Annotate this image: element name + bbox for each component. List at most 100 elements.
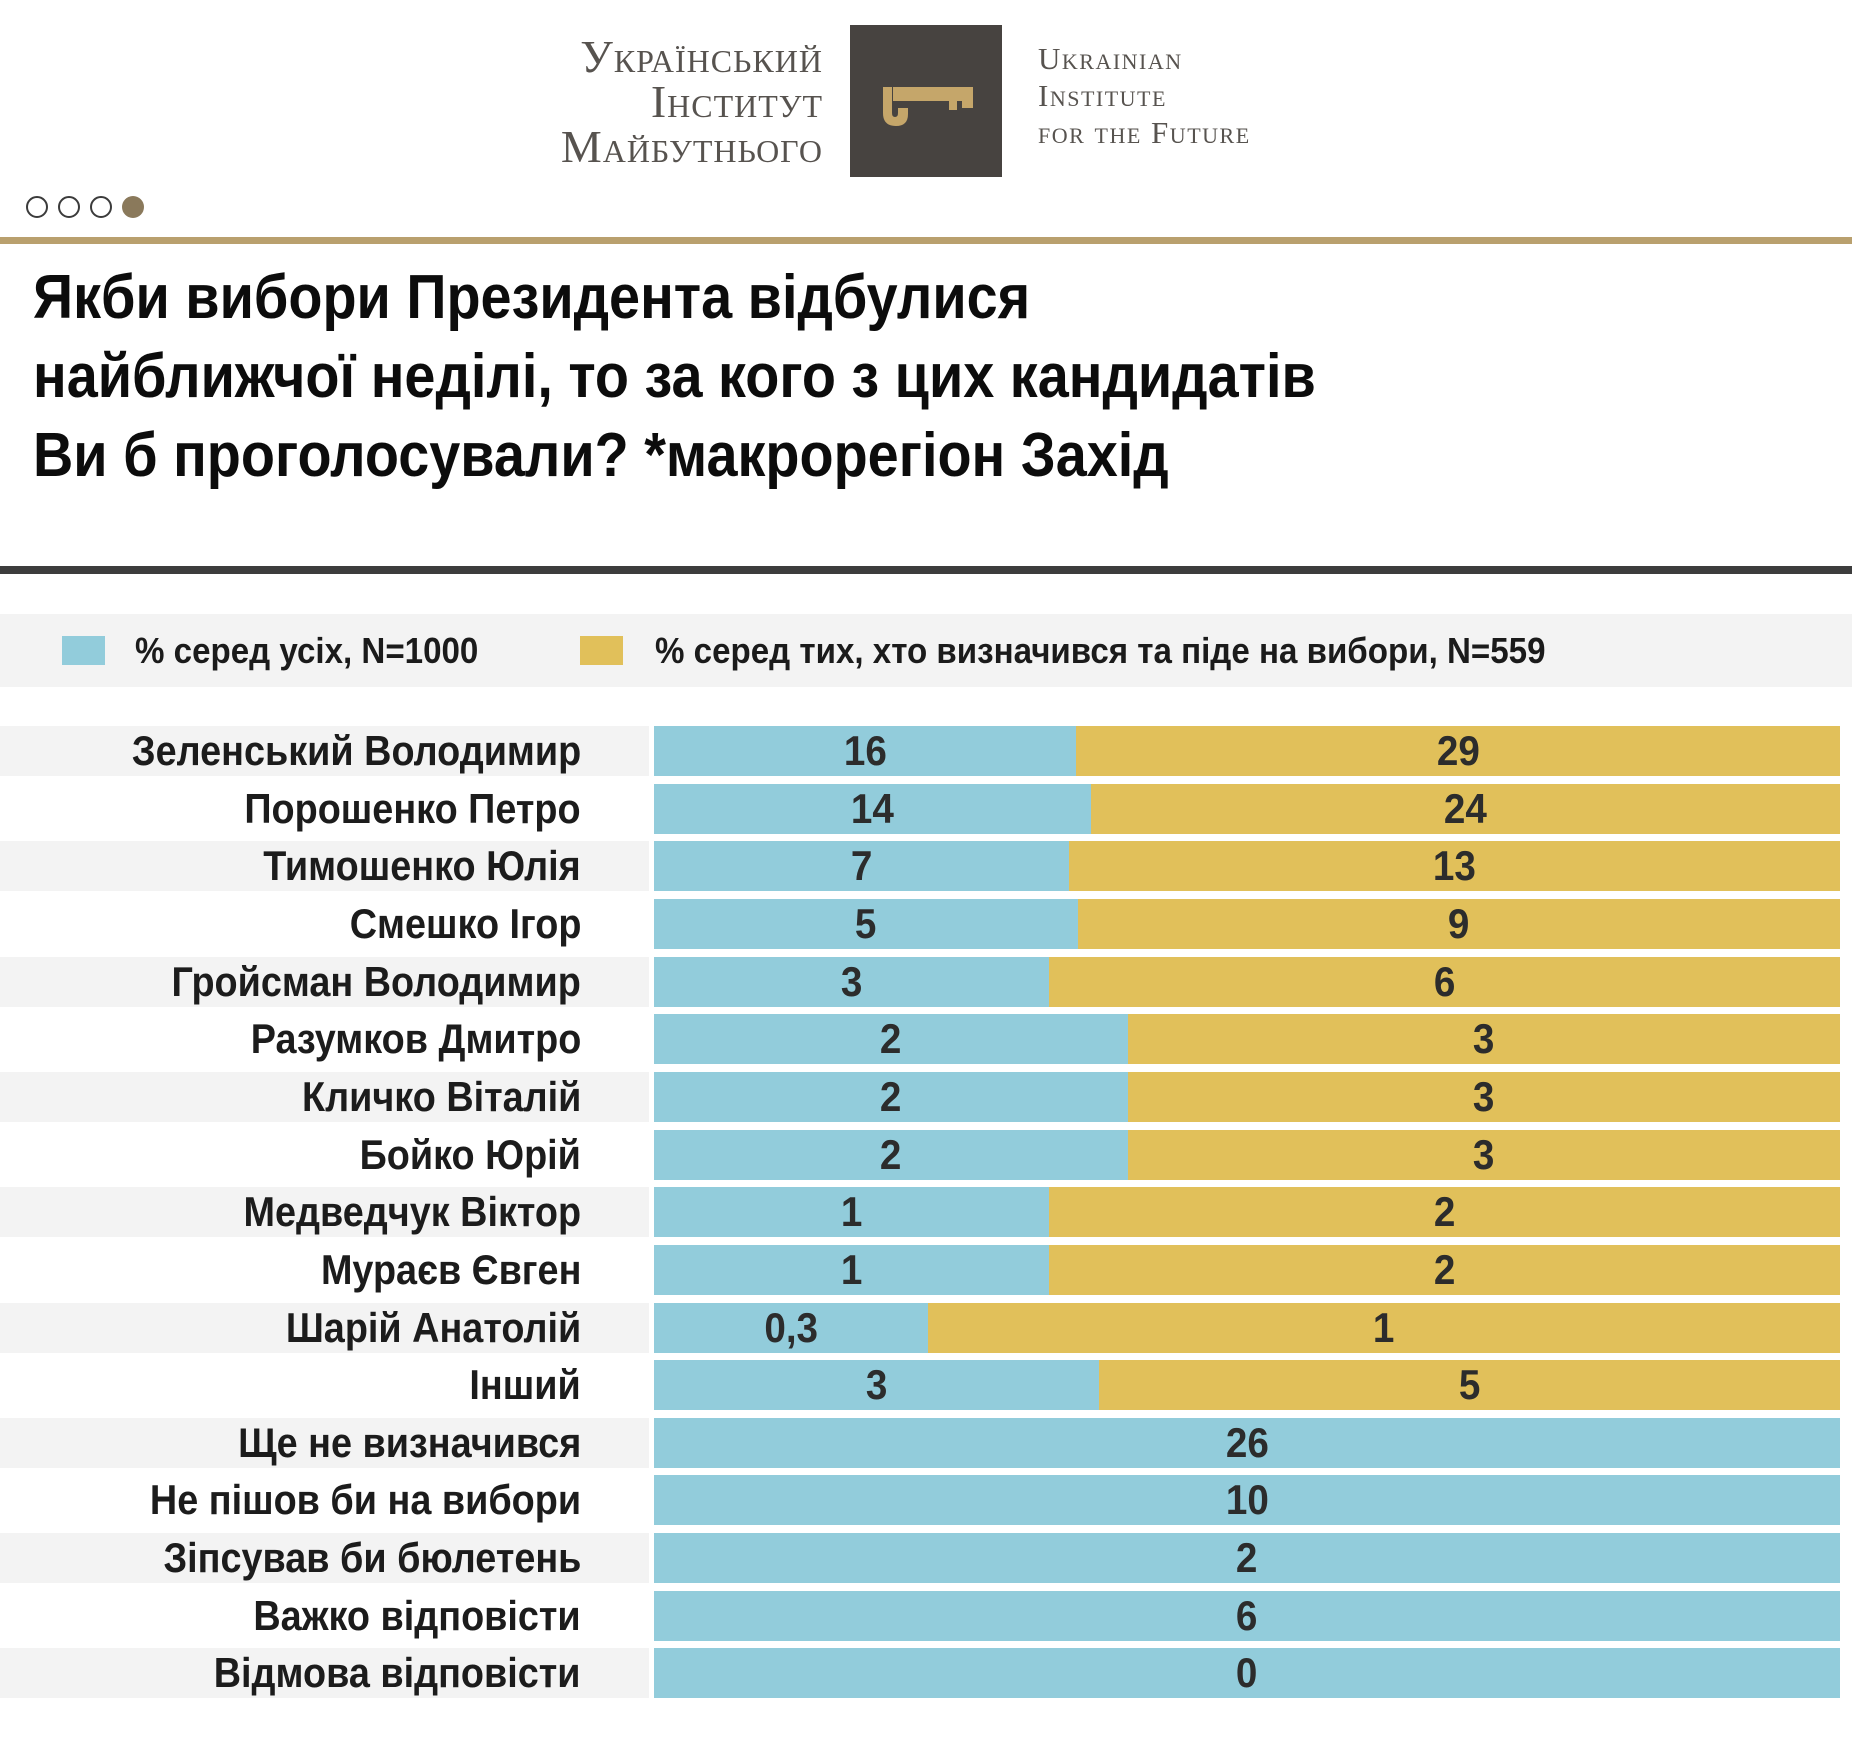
bar-segment-all: 1 bbox=[654, 1245, 1049, 1295]
row-label: Медведчук Віктор bbox=[243, 1188, 581, 1235]
pagination-dot-4-active bbox=[122, 196, 144, 218]
bar-segment-all: 2 bbox=[654, 1130, 1128, 1180]
bar-segment-decided: 3 bbox=[1128, 1014, 1840, 1064]
bar-segment-all: 2 bbox=[654, 1072, 1128, 1122]
value-decided: 5 bbox=[1458, 1361, 1481, 1408]
bar-segment-all: 6 bbox=[654, 1591, 1840, 1641]
legend-label-decided: % серед тих, хто визначився та піде на в… bbox=[655, 629, 1546, 671]
bar-segment-all: 0 bbox=[654, 1648, 1840, 1698]
value-decided: 9 bbox=[1448, 900, 1470, 947]
bar-segment-decided: 2 bbox=[1049, 1245, 1840, 1295]
pagination-dot-3 bbox=[90, 196, 112, 218]
value-all: 3 bbox=[865, 1361, 888, 1408]
value-all: 2 bbox=[880, 1073, 902, 1120]
value-all: 5 bbox=[855, 900, 877, 947]
row-bars: 0,3 1 bbox=[654, 1303, 1840, 1353]
row-label-band: Не пішов би на вибори bbox=[0, 1475, 649, 1525]
value-all: 6 bbox=[1236, 1592, 1258, 1639]
chart-row: Гройсман Володимир 3 6 bbox=[0, 957, 1852, 1007]
row-label-band: Зеленський Володимир bbox=[0, 726, 649, 776]
row-label: Інший bbox=[469, 1361, 581, 1408]
value-all: 0 bbox=[1236, 1649, 1258, 1696]
bar-segment-decided: 29 bbox=[1076, 726, 1840, 776]
value-decided: 29 bbox=[1436, 727, 1480, 774]
bar-segment-decided: 3 bbox=[1128, 1130, 1840, 1180]
value-decided: 3 bbox=[1473, 1131, 1495, 1178]
row-label-band: Тимошенко Юлія bbox=[0, 841, 649, 891]
chart-row: Важко відповісти 6 bbox=[0, 1591, 1852, 1641]
row-bars: 26 bbox=[654, 1418, 1840, 1468]
value-all: 2 bbox=[880, 1131, 902, 1178]
value-decided: 6 bbox=[1433, 958, 1456, 1005]
row-label: Зеленський Володимир bbox=[131, 727, 581, 774]
chart-row: Тимошенко Юлія 7 13 bbox=[0, 841, 1852, 891]
dark-divider bbox=[0, 566, 1852, 574]
chart-row: Зіпсував би бюлетень 2 bbox=[0, 1533, 1852, 1583]
value-all: 0,3 bbox=[764, 1304, 818, 1351]
chart-row: Смешко Ігор 5 9 bbox=[0, 899, 1852, 949]
legend-label-all: % серед усіх, N=1000 bbox=[135, 629, 479, 671]
title-line-3: Ви б проголосували? *макрорегіон Захід bbox=[33, 421, 1169, 490]
bar-segment-decided: 3 bbox=[1128, 1072, 1840, 1122]
chart-row: Ще не визначився 26 bbox=[0, 1418, 1852, 1468]
pagination-dots bbox=[26, 196, 144, 218]
bar-segment-all: 14 bbox=[654, 784, 1091, 834]
value-all: 14 bbox=[851, 785, 894, 832]
logo-en-line2: Institute bbox=[1038, 78, 1167, 113]
bar-segment-decided: 9 bbox=[1078, 899, 1840, 949]
row-label: Мураєв Євген bbox=[320, 1246, 581, 1293]
value-decided: 2 bbox=[1433, 1246, 1456, 1293]
row-label-band: Шарій Анатолій bbox=[0, 1303, 649, 1353]
logo-text-english: Ukrainian Institute for the Future bbox=[1038, 40, 1251, 151]
value-decided: 1 bbox=[1373, 1304, 1395, 1351]
row-label: Шарій Анатолій bbox=[285, 1304, 581, 1351]
value-all: 26 bbox=[1225, 1419, 1269, 1466]
value-decided: 3 bbox=[1473, 1015, 1495, 1062]
chart-row: Порошенко Петро 14 24 bbox=[0, 784, 1852, 834]
chart-legend: % серед усіх, N=1000 % серед тих, хто ви… bbox=[0, 614, 1852, 687]
row-label-band: Важко відповісти bbox=[0, 1591, 649, 1641]
title-line-1: Якби вибори Президента відбулися bbox=[33, 263, 1031, 332]
logo-text-ukrainian: Український Інститут Майбутнього bbox=[380, 34, 823, 172]
value-decided: 2 bbox=[1433, 1188, 1456, 1235]
bar-segment-all: 2 bbox=[654, 1014, 1128, 1064]
value-all: 10 bbox=[1225, 1476, 1269, 1523]
row-label-band: Мураєв Євген bbox=[0, 1245, 649, 1295]
chart-row: Бойко Юрій 2 3 bbox=[0, 1130, 1852, 1180]
row-bars: 10 bbox=[654, 1475, 1840, 1525]
row-bars: 7 13 bbox=[654, 841, 1840, 891]
chart-row: Мураєв Євген 1 2 bbox=[0, 1245, 1852, 1295]
chart-row: Відмова відповісти 0 bbox=[0, 1648, 1852, 1698]
title-line-2: найближчої неділі, то за кого з цих канд… bbox=[33, 342, 1316, 411]
value-decided: 13 bbox=[1433, 842, 1476, 889]
row-label: Не пішов би на вибори bbox=[149, 1476, 581, 1523]
row-label-band: Порошенко Петро bbox=[0, 784, 649, 834]
row-label: Важко відповісти bbox=[253, 1592, 581, 1639]
value-all: 7 bbox=[850, 842, 873, 889]
bar-segment-all: 7 bbox=[654, 841, 1069, 891]
value-all: 3 bbox=[840, 958, 863, 1005]
legend-swatch-decided bbox=[580, 636, 623, 665]
key-icon bbox=[883, 87, 973, 126]
pagination-dot-1 bbox=[26, 196, 48, 218]
bar-segment-all: 16 bbox=[654, 726, 1076, 776]
logo-uk-line3: Майбутнього bbox=[560, 121, 823, 172]
bar-segment-decided: 13 bbox=[1069, 841, 1840, 891]
row-bars: 6 bbox=[654, 1591, 1840, 1641]
value-all: 2 bbox=[1236, 1534, 1258, 1581]
row-bars: 16 29 bbox=[654, 726, 1840, 776]
row-label-band: Зіпсував би бюлетень bbox=[0, 1533, 649, 1583]
bar-segment-all: 26 bbox=[654, 1418, 1840, 1468]
row-label: Порошенко Петро bbox=[244, 785, 581, 832]
row-bars: 0 bbox=[654, 1648, 1840, 1698]
bar-segment-all: 10 bbox=[654, 1475, 1840, 1525]
row-label: Тимошенко Юлія bbox=[263, 842, 581, 889]
bar-segment-decided: 2 bbox=[1049, 1187, 1840, 1237]
